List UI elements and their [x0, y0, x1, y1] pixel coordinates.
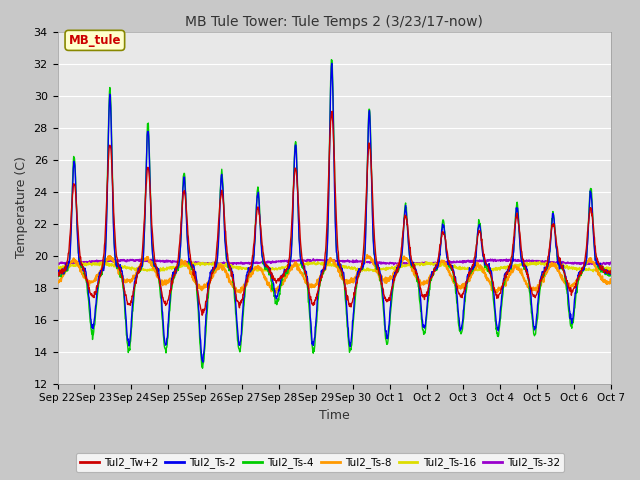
Text: MB_tule: MB_tule	[68, 34, 121, 47]
Title: MB Tule Tower: Tule Temps 2 (3/23/17-now): MB Tule Tower: Tule Temps 2 (3/23/17-now…	[186, 15, 483, 29]
Y-axis label: Temperature (C): Temperature (C)	[15, 156, 28, 258]
X-axis label: Time: Time	[319, 409, 349, 422]
Legend: Tul2_Tw+2, Tul2_Ts-2, Tul2_Ts-4, Tul2_Ts-8, Tul2_Ts-16, Tul2_Ts-32: Tul2_Tw+2, Tul2_Ts-2, Tul2_Ts-4, Tul2_Ts…	[76, 453, 564, 472]
